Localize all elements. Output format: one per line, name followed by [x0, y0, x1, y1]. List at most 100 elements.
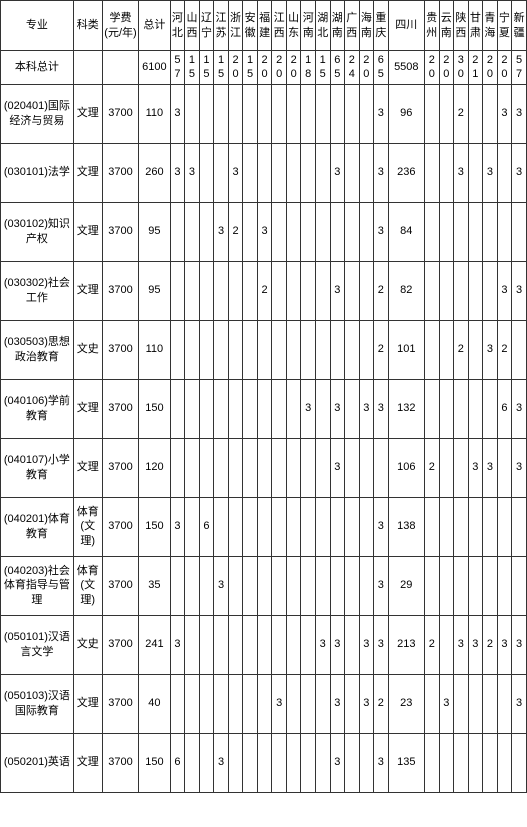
cell-hunan: [330, 202, 345, 261]
cell-cat: 文理: [73, 438, 102, 497]
cell-liaoning: [199, 733, 214, 792]
cell-major: (030503)思想政治教育: [1, 320, 74, 379]
cell-hubei: [315, 143, 330, 202]
col-shanxi: 山西: [185, 1, 200, 51]
col-cat: 科类: [73, 1, 102, 51]
cell-hunan: [330, 556, 345, 615]
cell-zhejiang: [228, 674, 243, 733]
cell-xinjiang: [512, 202, 527, 261]
cell-guangxi: [345, 84, 360, 143]
cell-fee: 3700: [102, 261, 138, 320]
col-hainan: 海南: [359, 1, 374, 51]
cell-shaanxi: 3: [454, 615, 469, 674]
cell-gansu: [468, 320, 483, 379]
col-hubei: 湖北: [315, 1, 330, 51]
cell-shandong: [286, 143, 301, 202]
total-zhejiang: 20: [228, 51, 243, 85]
cell-cat: 体育(文理): [73, 497, 102, 556]
col-fujian: 福建: [257, 1, 272, 51]
cell-liaoning: 6: [199, 497, 214, 556]
cell-zhejiang: [228, 497, 243, 556]
cell-guizhou: [424, 143, 439, 202]
cell-anhui: [243, 497, 258, 556]
cell-xinjiang: 3: [512, 438, 527, 497]
cell-liaoning: [199, 615, 214, 674]
cell-guangxi: [345, 320, 360, 379]
cell-chongqing: 3: [374, 84, 389, 143]
cell-guangxi: [345, 143, 360, 202]
cell-fujian: [257, 733, 272, 792]
cell-yunnan: [439, 320, 454, 379]
cell-gansu: [468, 497, 483, 556]
cell-hainan: [359, 143, 374, 202]
col-fee: 学费(元/年): [102, 1, 138, 51]
cell-hebei: 3: [170, 143, 185, 202]
cell-sichuan: 106: [388, 438, 424, 497]
cell-zhejiang: [228, 556, 243, 615]
cell-sichuan: 138: [388, 497, 424, 556]
cell-chongqing: [374, 438, 389, 497]
cell-ningxia: [497, 497, 512, 556]
cell-henan: [301, 84, 316, 143]
cell-shanxi: 3: [185, 143, 200, 202]
cell-total: 241: [139, 615, 171, 674]
cell-anhui: [243, 379, 258, 438]
total-shaanxi: 30: [454, 51, 469, 85]
total-row: 本科总计610057151515201520202018156524206555…: [1, 51, 527, 85]
cell-total: 95: [139, 261, 171, 320]
cell-hebei: [170, 674, 185, 733]
cell-sichuan: 135: [388, 733, 424, 792]
cell-guizhou: [424, 674, 439, 733]
total-total: 6100: [139, 51, 171, 85]
cell-guizhou: [424, 261, 439, 320]
total-qinghai: 20: [483, 51, 498, 85]
col-henan: 河南: [301, 1, 316, 51]
cell-qinghai: [483, 202, 498, 261]
col-qinghai: 青海: [483, 1, 498, 51]
cell-jiangxi: [272, 615, 287, 674]
cell-henan: 3: [301, 379, 316, 438]
cell-shaanxi: [454, 674, 469, 733]
cell-guizhou: [424, 202, 439, 261]
col-xinjiang: 新疆: [512, 1, 527, 51]
cell-henan: [301, 674, 316, 733]
cell-total: 150: [139, 379, 171, 438]
cell-cat: 文史: [73, 615, 102, 674]
cell-guangxi: [345, 379, 360, 438]
total-hainan: 20: [359, 51, 374, 85]
cell-zhejiang: [228, 320, 243, 379]
cell-total: 95: [139, 202, 171, 261]
cell-hubei: [315, 84, 330, 143]
cell-yunnan: [439, 84, 454, 143]
cell-gansu: [468, 733, 483, 792]
cell-yunnan: [439, 379, 454, 438]
cell-hunan: [330, 84, 345, 143]
cell-gansu: [468, 556, 483, 615]
cell-hunan: 3: [330, 261, 345, 320]
cell-hainan: [359, 556, 374, 615]
cell-shandong: [286, 261, 301, 320]
cell-jiangsu: [214, 261, 229, 320]
cell-shandong: [286, 320, 301, 379]
cell-guizhou: [424, 497, 439, 556]
cell-guangxi: [345, 438, 360, 497]
cell-qinghai: 3: [483, 438, 498, 497]
cell-xinjiang: 3: [512, 143, 527, 202]
cell-ningxia: 3: [497, 261, 512, 320]
cell-fujian: [257, 143, 272, 202]
cell-anhui: [243, 615, 258, 674]
cell-shanxi: [185, 379, 200, 438]
cell-xinjiang: [512, 497, 527, 556]
cell-ningxia: 3: [497, 615, 512, 674]
cell-anhui: [243, 438, 258, 497]
cell-jiangxi: [272, 143, 287, 202]
col-anhui: 安徽: [243, 1, 258, 51]
table-row: (040203)社会体育指导与管理体育(文理)3700353329: [1, 556, 527, 615]
cell-qinghai: [483, 497, 498, 556]
total-guangxi: 24: [345, 51, 360, 85]
cell-fee: 3700: [102, 379, 138, 438]
cell-guizhou: 2: [424, 438, 439, 497]
col-jiangsu: 江苏: [214, 1, 229, 51]
cell-fee: 3700: [102, 202, 138, 261]
cell-qinghai: [483, 556, 498, 615]
